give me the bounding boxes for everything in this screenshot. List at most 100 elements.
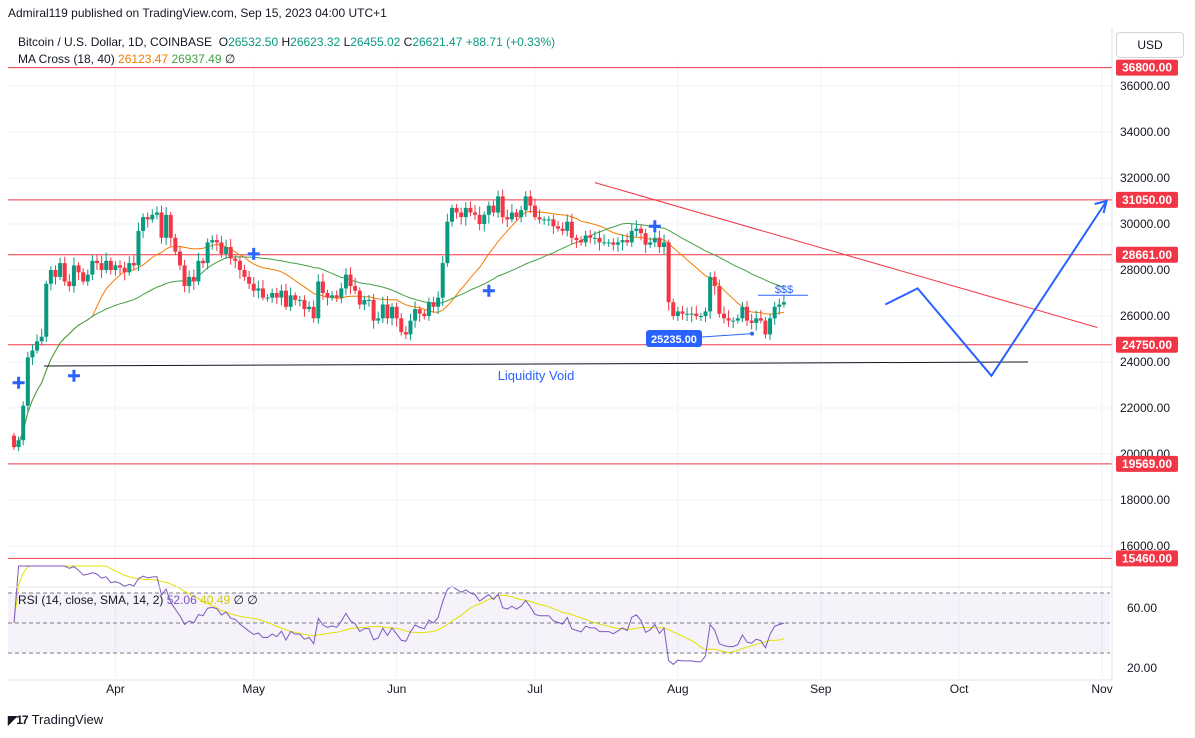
candle-body <box>247 276 252 284</box>
time-axis-label: Oct <box>950 682 969 696</box>
candle-body <box>560 228 565 231</box>
rsi-line <box>13 565 785 666</box>
price-tick-label: 18000.00 <box>1120 493 1170 507</box>
candle-body <box>380 304 385 319</box>
price-tags: 36800.00 31050.00 28661.00 24750.00 19569.00… <box>1116 59 1178 567</box>
candle-body <box>602 242 607 244</box>
candle-body <box>399 318 404 333</box>
candle-body <box>422 313 427 316</box>
candle-body <box>652 237 657 243</box>
candle-body <box>127 263 132 273</box>
candle-body <box>726 318 731 321</box>
ma-cross-marker <box>247 247 260 260</box>
candle-body <box>745 306 750 321</box>
high-label: H <box>281 35 291 49</box>
candle-body <box>284 290 288 307</box>
level-price-tag <box>1116 59 1178 76</box>
candle-body <box>376 318 381 321</box>
trendline-layer <box>594 182 1098 328</box>
candle-body <box>330 295 335 298</box>
candle-body <box>348 274 353 287</box>
candle-body <box>76 265 81 273</box>
candle-body <box>265 297 270 299</box>
candle-body <box>537 217 542 220</box>
level-price-label: 28661.00 <box>1122 248 1172 262</box>
candle-body <box>662 242 667 247</box>
candle-body <box>237 260 242 270</box>
candle-body <box>390 306 395 319</box>
candle-body <box>62 263 67 282</box>
candle-body <box>131 263 136 266</box>
candle-body <box>325 293 330 298</box>
candle-body <box>638 228 643 234</box>
candle-body <box>224 247 229 254</box>
candle-body <box>205 242 210 264</box>
low-label: L <box>343 35 351 49</box>
ma-legend: MA Cross (18, 40) 26123.47 26937.49 ∅ <box>18 52 235 66</box>
currency-button[interactable]: USD <box>1116 32 1184 58</box>
time-axis-label: Jul <box>527 682 542 696</box>
grid <box>8 62 1112 678</box>
candle-body <box>270 293 275 298</box>
candle-body <box>256 288 261 291</box>
candle-body <box>214 240 219 243</box>
candle-body <box>625 240 630 243</box>
candle-body <box>90 260 95 275</box>
brand-text: TradingView <box>31 712 104 727</box>
candle-body <box>118 265 123 268</box>
rsi-tick-label: 20.00 <box>1127 661 1157 675</box>
level-price-label: 24750.00 <box>1122 338 1172 352</box>
liquidity-void-line <box>43 361 1029 367</box>
low-callout-dot <box>750 331 754 336</box>
projection-path <box>884 200 1108 378</box>
candle-body <box>297 299 302 301</box>
candle-body <box>311 306 316 319</box>
ma-slow-value: 26937.49 <box>171 52 222 66</box>
candle-body <box>574 237 579 241</box>
time-axis-label: Aug <box>667 682 688 696</box>
candle-body <box>592 237 597 239</box>
candle-body <box>413 309 418 321</box>
candle-body <box>141 217 146 231</box>
candle-body <box>122 267 127 273</box>
candle-body <box>717 286 722 314</box>
candle-body <box>611 242 616 245</box>
candle-body <box>569 221 574 238</box>
candle-body <box>675 311 680 316</box>
candle-body <box>426 302 431 316</box>
candle-body <box>556 226 560 229</box>
candle-body <box>491 205 496 213</box>
candle-body <box>210 240 215 243</box>
candle-body <box>307 306 312 310</box>
candle-body <box>35 341 40 351</box>
candle-body <box>532 205 537 218</box>
price-tick-label: 34000.00 <box>1120 125 1170 139</box>
candle-body <box>708 276 713 312</box>
candle-body <box>735 318 740 321</box>
tradingview-brand[interactable]: ◤17 TradingView <box>8 712 103 727</box>
candle-body <box>620 240 625 243</box>
candle-body <box>597 237 602 243</box>
rsi-title: RSI (14, close, SMA, 14, 2) <box>18 593 164 607</box>
candle-body <box>482 214 487 224</box>
level-price-tag <box>1116 336 1178 353</box>
candle-body <box>445 221 450 264</box>
rsi-pane <box>8 565 1110 666</box>
candles-layer <box>12 189 786 452</box>
candle-body <box>496 196 501 213</box>
rsi-legend: RSI (14, close, SMA, 14, 2) 52.06 40.49 … <box>18 593 258 607</box>
candle-body <box>136 230 141 266</box>
candle-body <box>754 318 759 323</box>
candle-body <box>454 207 459 213</box>
candle-body <box>509 212 514 220</box>
candle-body <box>168 214 173 238</box>
candle-body <box>648 242 653 245</box>
candle-body <box>523 196 528 211</box>
candle-body <box>749 320 754 323</box>
horizontal-levels <box>8 67 1112 559</box>
candle-body <box>703 311 708 316</box>
candle-body <box>542 219 547 221</box>
descending-trendline <box>594 182 1098 328</box>
candle-body <box>39 336 44 342</box>
